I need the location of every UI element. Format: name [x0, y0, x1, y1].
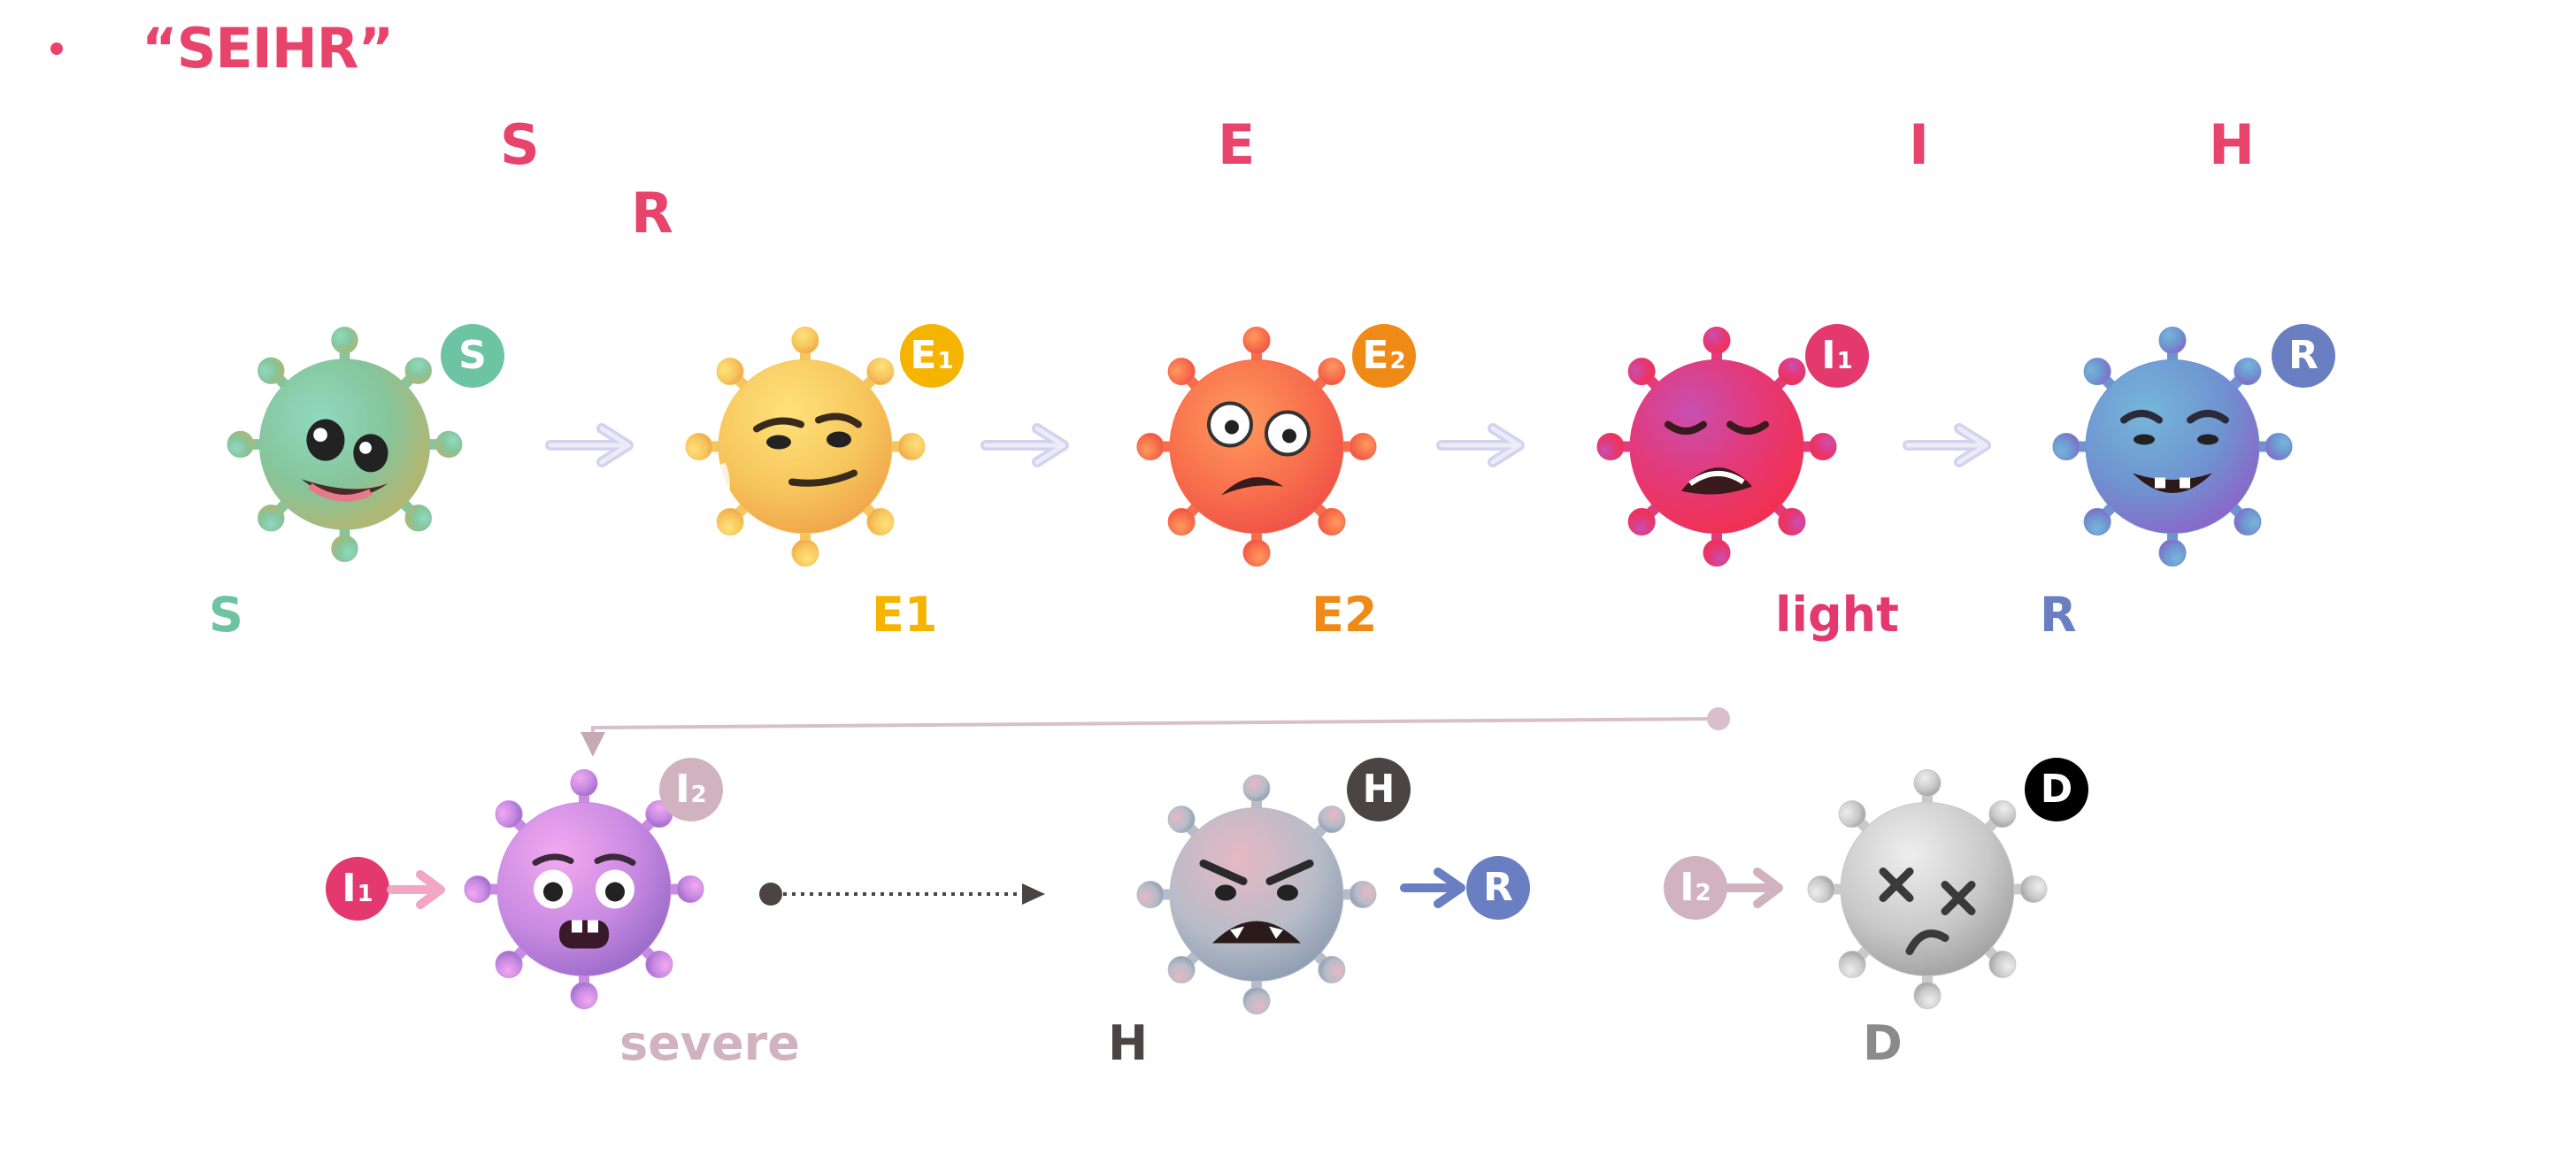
label-e2: E2 [1311, 587, 1378, 643]
inline-badge-r: R [1466, 856, 1530, 920]
arrow-right-icon [1436, 423, 1525, 467]
dead-gray-virus-icon [1812, 772, 2042, 1006]
header-letter-h: H [2209, 112, 2255, 177]
label-h: H [1108, 1015, 1149, 1071]
badge-d: D [2025, 758, 2088, 821]
relieved-blue-virus-icon [2057, 329, 2288, 564]
label-severe: severe [619, 1015, 800, 1071]
arrow-right-icon [1400, 868, 1465, 908]
label-d: D [1863, 1015, 1903, 1071]
header-letter-s: S [500, 112, 540, 177]
bullet-dot [50, 42, 63, 55]
header-letter-i: I [1909, 112, 1930, 177]
arrow-right-icon [1723, 868, 1783, 908]
arrow-right-icon [1903, 423, 1991, 467]
slide-title: “SEIHR” [142, 16, 394, 81]
dotted-arrow-icon [759, 883, 1045, 906]
badge-r: R [2272, 324, 2335, 388]
smirking-yellow-virus-icon [690, 329, 920, 564]
badge-h: H [1347, 758, 1411, 821]
label-e1: E1 [872, 587, 938, 643]
label-r: R [2040, 587, 2077, 643]
happy-green-virus-icon [232, 329, 458, 559]
worried-orange-virus-icon [1142, 329, 1372, 564]
arrow-right-icon [545, 423, 634, 467]
badge-s: S [441, 324, 504, 388]
arrow-right-icon [387, 870, 445, 909]
connector-i1-to-i2 [581, 707, 1730, 757]
scared-purple-virus-icon [469, 772, 699, 1006]
label-light: light [1775, 587, 1899, 643]
arrow-right-icon [980, 423, 1069, 467]
header-letter-e: E [1218, 112, 1256, 177]
crying-red-virus-icon [1602, 329, 1832, 564]
header-letter-r: R [631, 181, 673, 245]
label-s: S [209, 587, 243, 643]
angry-gray-virus-icon [1142, 777, 1372, 1012]
